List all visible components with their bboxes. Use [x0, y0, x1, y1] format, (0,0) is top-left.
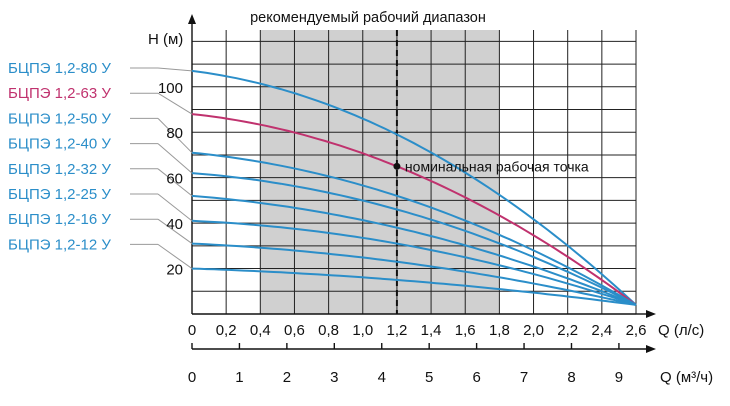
- series-label: БЦПЭ 1,2-32 У: [8, 161, 111, 178]
- x-tick-label: 0,8: [318, 322, 339, 339]
- x-tick-label: 1,2: [386, 322, 407, 339]
- x-tick-label: 2,0: [523, 322, 544, 339]
- series-curve: [191, 194, 637, 306]
- x-tick-label: 1,8: [489, 322, 510, 339]
- y-tick-label: 100: [158, 80, 183, 97]
- series-label: БЦПЭ 1,2-63 У: [8, 85, 111, 102]
- series-curve: [191, 242, 637, 306]
- nominal-point-marker: [393, 162, 401, 170]
- x-tick-label: 0: [188, 322, 196, 339]
- x2-tick-label: 5: [425, 369, 433, 386]
- x2-tick-label: 6: [472, 369, 480, 386]
- y-tick-label: 80: [166, 125, 183, 142]
- x2-tick-label: 1: [235, 369, 243, 386]
- x-tick-label: 1,4: [421, 322, 442, 339]
- series-leader-line: [157, 118, 193, 154]
- series-leader-line: [157, 92, 193, 115]
- y-tick-label: 40: [166, 216, 183, 233]
- series-leader-line: [157, 67, 193, 72]
- x-tick-label: 2,4: [591, 322, 612, 339]
- x2-axis-label: Q (м³/ч): [660, 369, 713, 386]
- x2-tick-label: 7: [520, 369, 528, 386]
- y-tick-label: 20: [166, 262, 183, 279]
- series-label: БЦПЭ 1,2-25 У: [8, 186, 111, 203]
- x-axis-label: Q (л/с): [658, 322, 704, 339]
- series-curve: [191, 219, 637, 306]
- x-tick-label: 0,2: [216, 322, 237, 339]
- series-label: БЦПЭ 1,2-50 У: [8, 110, 111, 127]
- series-curve: [191, 113, 637, 306]
- nominal-point-label: номинальная рабочая точка: [405, 158, 589, 174]
- x-tick-label: 0,4: [250, 322, 271, 339]
- x2-axis-arrow: [646, 345, 656, 353]
- series-curve: [191, 69, 637, 306]
- series-label: БЦПЭ 1,2-40 У: [8, 136, 111, 153]
- x2-tick-label: 8: [567, 369, 575, 386]
- x2-tick-label: 2: [283, 369, 291, 386]
- series-curve: [191, 172, 637, 306]
- x-tick-label: 2,6: [626, 322, 647, 339]
- series-leader-line: [157, 143, 193, 174]
- series-leader-line: [157, 218, 193, 244]
- x-tick-label: 0,6: [284, 322, 305, 339]
- recommended-range-band: [260, 30, 500, 314]
- series-label: БЦПЭ 1,2-12 У: [8, 236, 111, 253]
- x2-tick-label: 3: [330, 369, 338, 386]
- y-axis-label: H (м): [148, 31, 183, 48]
- series-curve: [191, 267, 637, 306]
- series-label: БЦПЭ 1,2-16 У: [8, 211, 111, 228]
- series-label: БЦПЭ 1,2-80 У: [8, 60, 111, 77]
- chart-title: рекомендуемый рабочий диапазон: [250, 10, 486, 26]
- series-leader-line: [157, 243, 193, 269]
- series-curve: [191, 151, 637, 306]
- x-tick-label: 2,2: [557, 322, 578, 339]
- x2-tick-label: 4: [378, 369, 386, 386]
- y-axis-arrow: [188, 14, 196, 24]
- series-leader-line: [157, 168, 193, 197]
- x2-tick-label: 0: [188, 369, 196, 386]
- x-axis-arrow: [646, 310, 656, 318]
- x-tick-label: 1,0: [352, 322, 373, 339]
- series-leader-line: [157, 193, 193, 222]
- y-tick-label: 60: [166, 171, 183, 188]
- x-tick-label: 1,6: [455, 322, 476, 339]
- x2-tick-label: 9: [615, 369, 623, 386]
